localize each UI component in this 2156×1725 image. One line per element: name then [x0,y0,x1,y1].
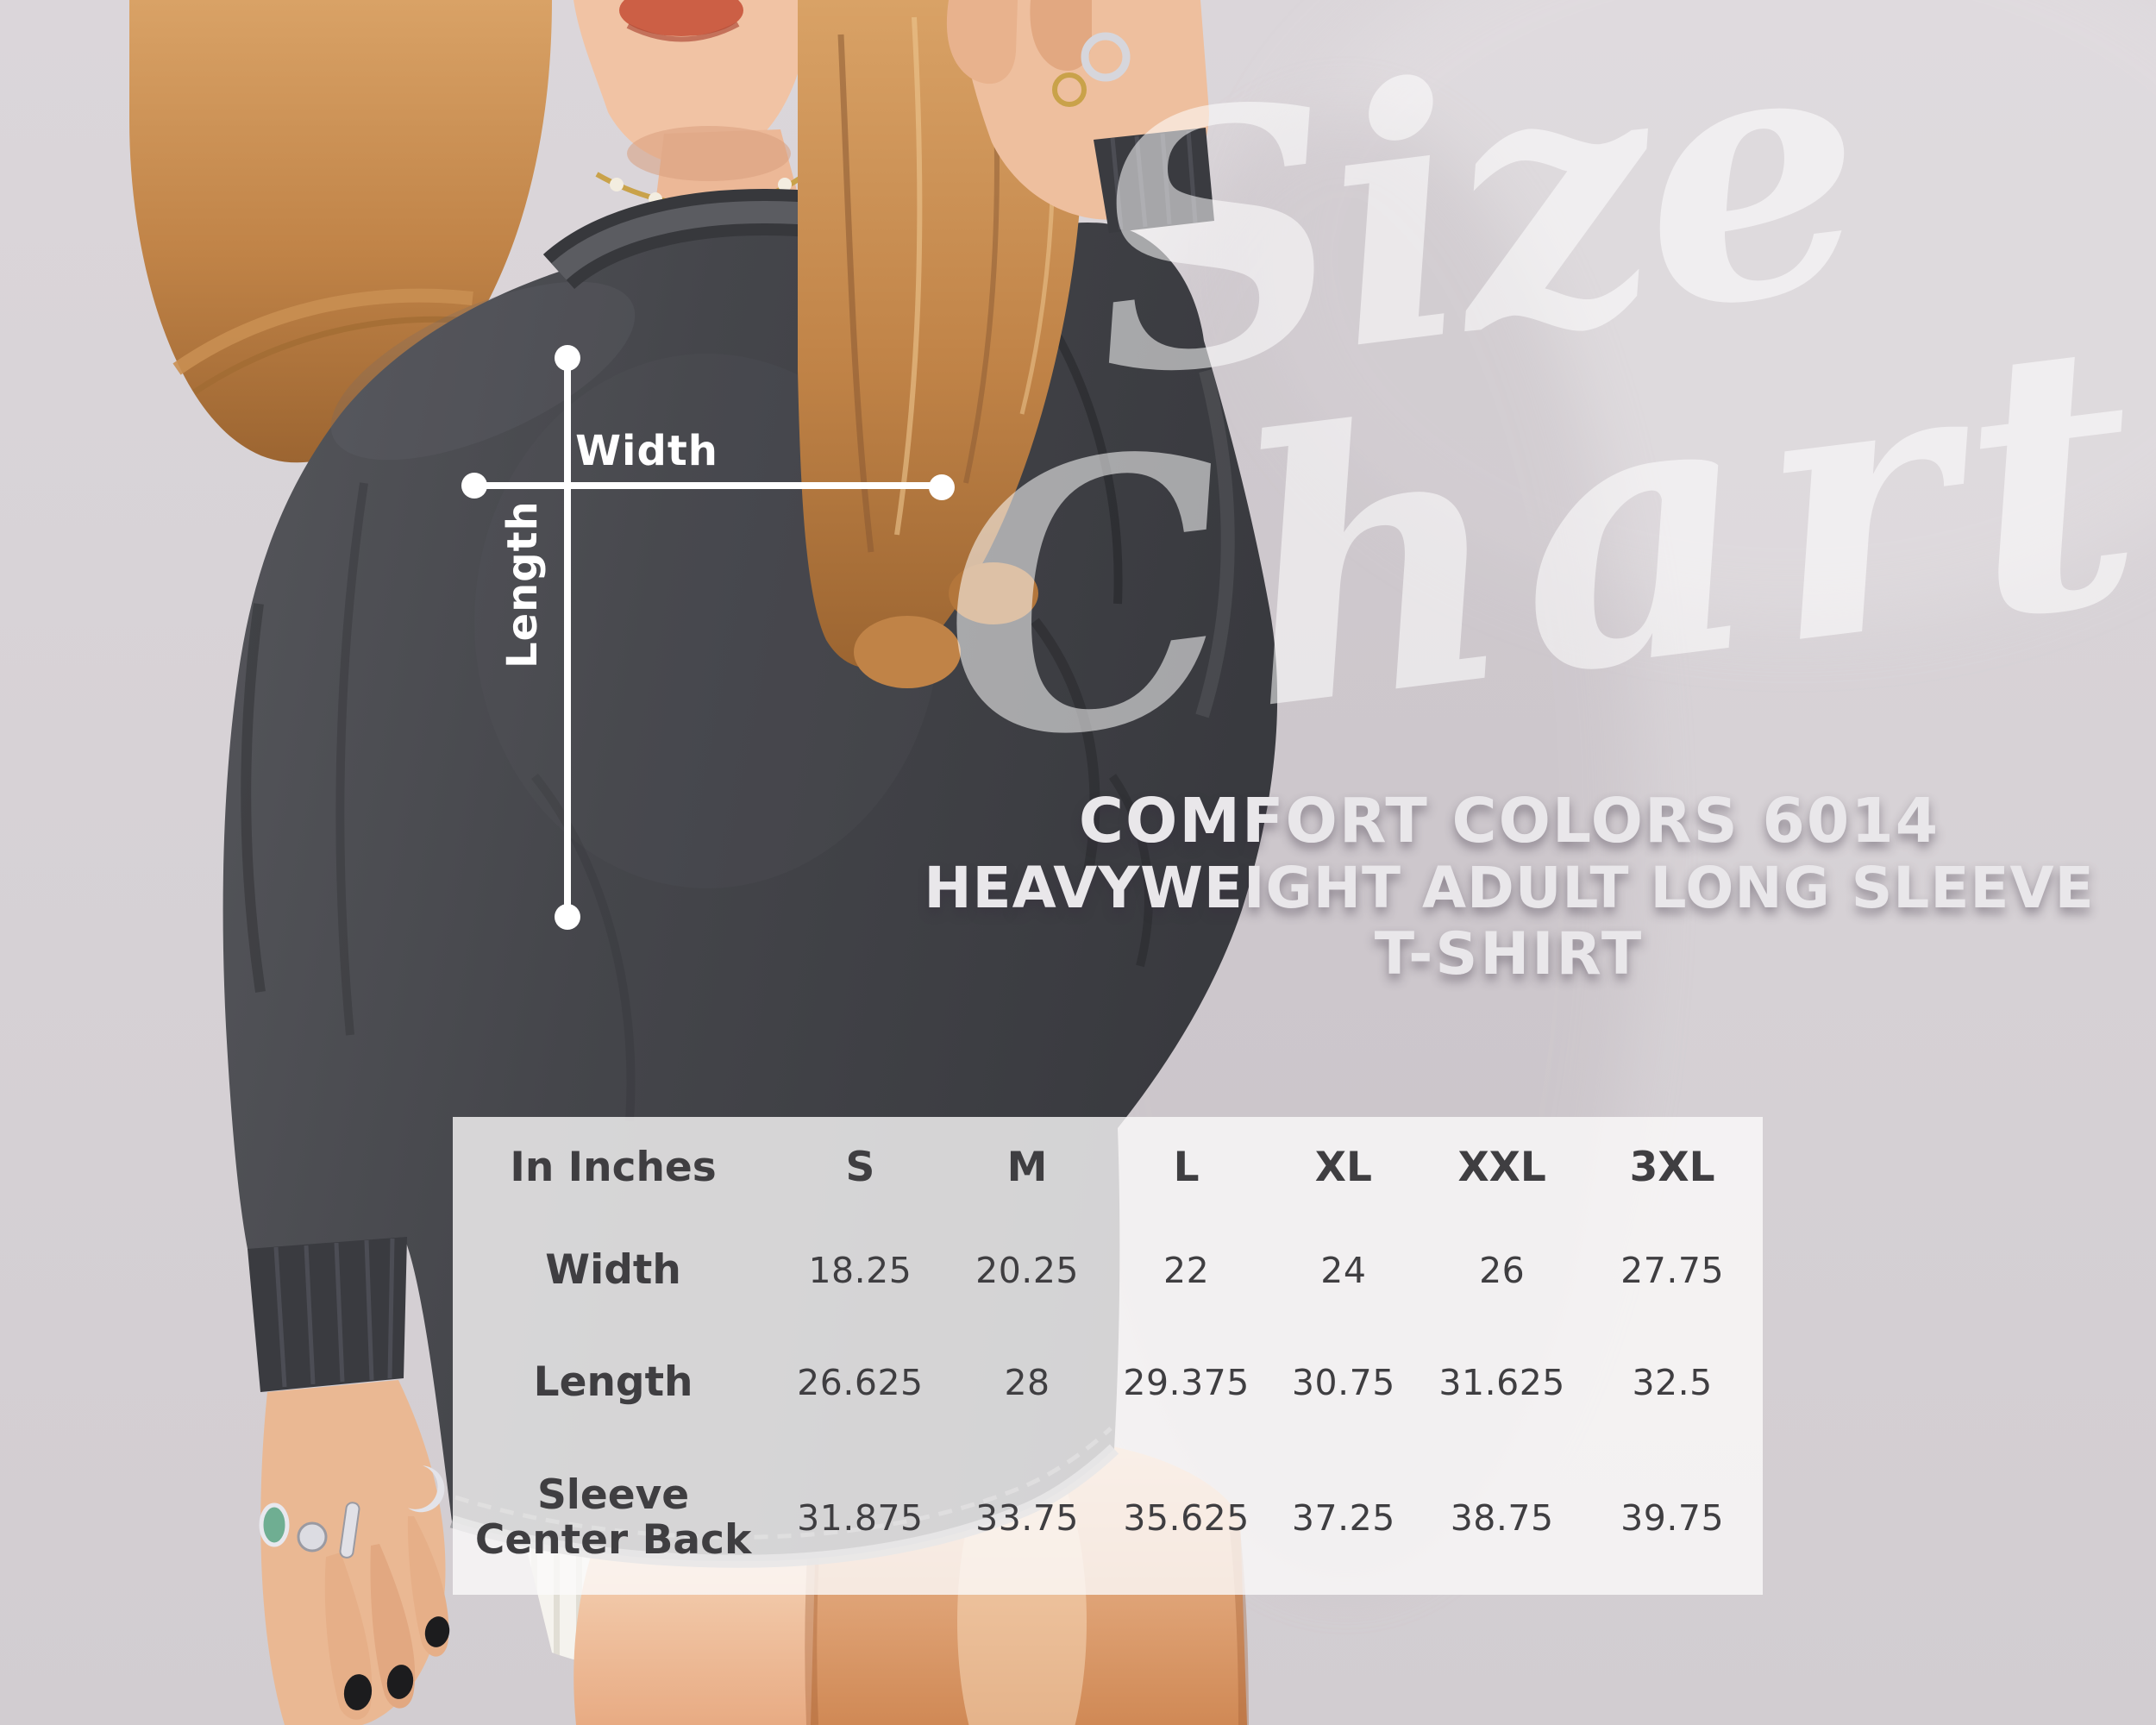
table-header-xl: XL [1314,1143,1372,1191]
table-cell: 26.625 [797,1362,924,1404]
measure-endpoint-dot [929,474,955,500]
table-header-3xl: 3XL [1629,1143,1715,1191]
width-measure-line [474,482,942,489]
table-cell: 38.75 [1450,1497,1554,1540]
table-cell: 35.625 [1123,1497,1250,1540]
row-label-width: Width [545,1246,681,1295]
size-chart-table: In Inches S M L XL XXL 3XL Width 18.25 2… [453,1117,1763,1595]
measure-endpoint-dot [555,904,580,930]
length-measure-line [564,358,571,917]
raised-cuff-graphic [1094,128,1214,233]
length-measure-label: Length [498,500,547,669]
table-header-s: S [845,1143,875,1191]
table-header-l: L [1173,1143,1200,1191]
cuff-graphic [248,1237,407,1392]
turquoise-ring-graphic [259,1502,290,1547]
row-label-sleeve-center-back: Sleeve Center Back [453,1442,774,1595]
crescent-ring-graphic [408,1465,445,1513]
table-cell: 32.5 [1632,1362,1713,1404]
raised-arm-graphic [946,0,1214,233]
table-header-xxl: XXL [1457,1143,1546,1191]
subtitle-line-3: T-SHIRT [1374,920,1645,988]
measure-endpoint-dot [461,473,487,499]
row-label-length: Length [533,1358,693,1406]
table-cell: 27.75 [1620,1250,1725,1292]
measure-endpoint-dot [555,345,580,371]
table-cell: 24 [1320,1250,1367,1292]
row-label-line: Center Back [474,1516,752,1565]
hand-ring-graphic [1081,32,1131,82]
table-cell: 29.375 [1123,1362,1250,1404]
table-cell: 33.75 [975,1497,1079,1540]
table-header-m: M [1006,1143,1048,1191]
table-cell: 22 [1163,1250,1210,1292]
product-subtitle: COMFORT COLORS 6014 HEAVYWEIGHT ADULT LO… [897,787,2122,988]
black-nail-graphic [343,1674,373,1710]
table-cell: 26 [1479,1250,1526,1292]
silver-ring-graphic [297,1521,328,1552]
table-cell: 31.875 [797,1497,924,1540]
subtitle-line-2: HEAVYWEIGHT ADULT LONG SLEEVE [924,855,2095,921]
table-cell: 30.75 [1291,1362,1395,1404]
table-header-units: In Inches [510,1143,717,1191]
table-cell: 37.25 [1291,1497,1395,1540]
lips-graphic [619,0,743,36]
row-label-line: Sleeve [536,1471,690,1519]
table-cell: 31.625 [1438,1362,1565,1404]
width-measure-label: Width [575,427,718,475]
table-cell: 39.75 [1620,1497,1725,1540]
subtitle-line-1: COMFORT COLORS 6014 [1078,785,1940,856]
table-cell: 28 [1004,1362,1050,1404]
hand-graphic [259,1380,450,1725]
table-cell: 20.25 [975,1250,1079,1292]
table-cell: 18.25 [808,1250,912,1292]
